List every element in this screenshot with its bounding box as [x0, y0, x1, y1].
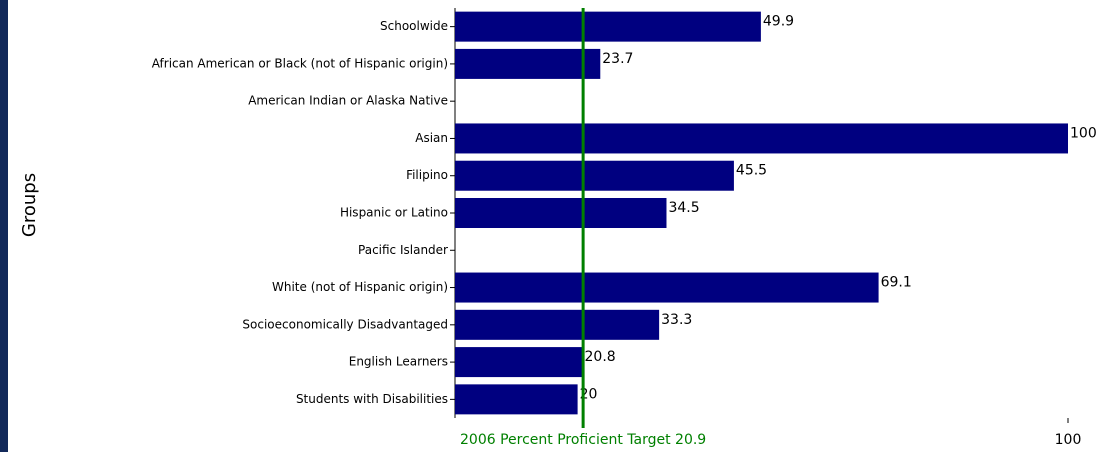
bar	[455, 198, 667, 228]
bar	[455, 48, 601, 79]
bar	[455, 272, 879, 303]
x-tick-label: 100	[1055, 432, 1082, 448]
value-label: 34.5	[668, 200, 699, 216]
side-border	[0, 0, 8, 452]
target-label-text: 2006 Percent Proficient Target	[460, 432, 671, 448]
y-tick-label: Asian	[415, 131, 448, 145]
value-label: 100	[1070, 125, 1097, 141]
y-tick-label: Filipino	[406, 168, 448, 182]
value-label: 33.3	[661, 312, 692, 328]
y-tick-label: Pacific Islander	[358, 243, 448, 257]
y-tick-label: Socioeconomically Disadvantaged	[242, 317, 448, 331]
bar	[455, 123, 1068, 154]
value-label: 69.1	[881, 275, 912, 291]
bar	[455, 160, 734, 191]
bar	[455, 384, 578, 415]
y-tick-label: African American or Black (not of Hispan…	[152, 56, 448, 70]
bar	[455, 347, 583, 378]
value-label: 23.7	[602, 51, 633, 67]
target-value: 20.9	[675, 432, 706, 448]
y-tick-label: American Indian or Alaska Native	[248, 94, 448, 108]
value-label: 49.9	[763, 14, 794, 30]
y-tick-label: White (not of Hispanic origin)	[272, 280, 448, 294]
bar	[455, 11, 761, 42]
bar	[455, 309, 660, 340]
y-tick-label: Students with Disabilities	[296, 392, 448, 406]
value-label: 20.8	[585, 349, 616, 365]
y-axis-label: Groups	[19, 173, 40, 237]
y-tick-label: Schoolwide	[380, 19, 448, 33]
y-tick-label: Hispanic or Latino	[340, 206, 448, 220]
value-label: 45.5	[736, 163, 767, 179]
target-label: 2006 Percent Proficient Target 20.9	[460, 432, 706, 448]
y-tick-label: English Learners	[349, 355, 448, 369]
